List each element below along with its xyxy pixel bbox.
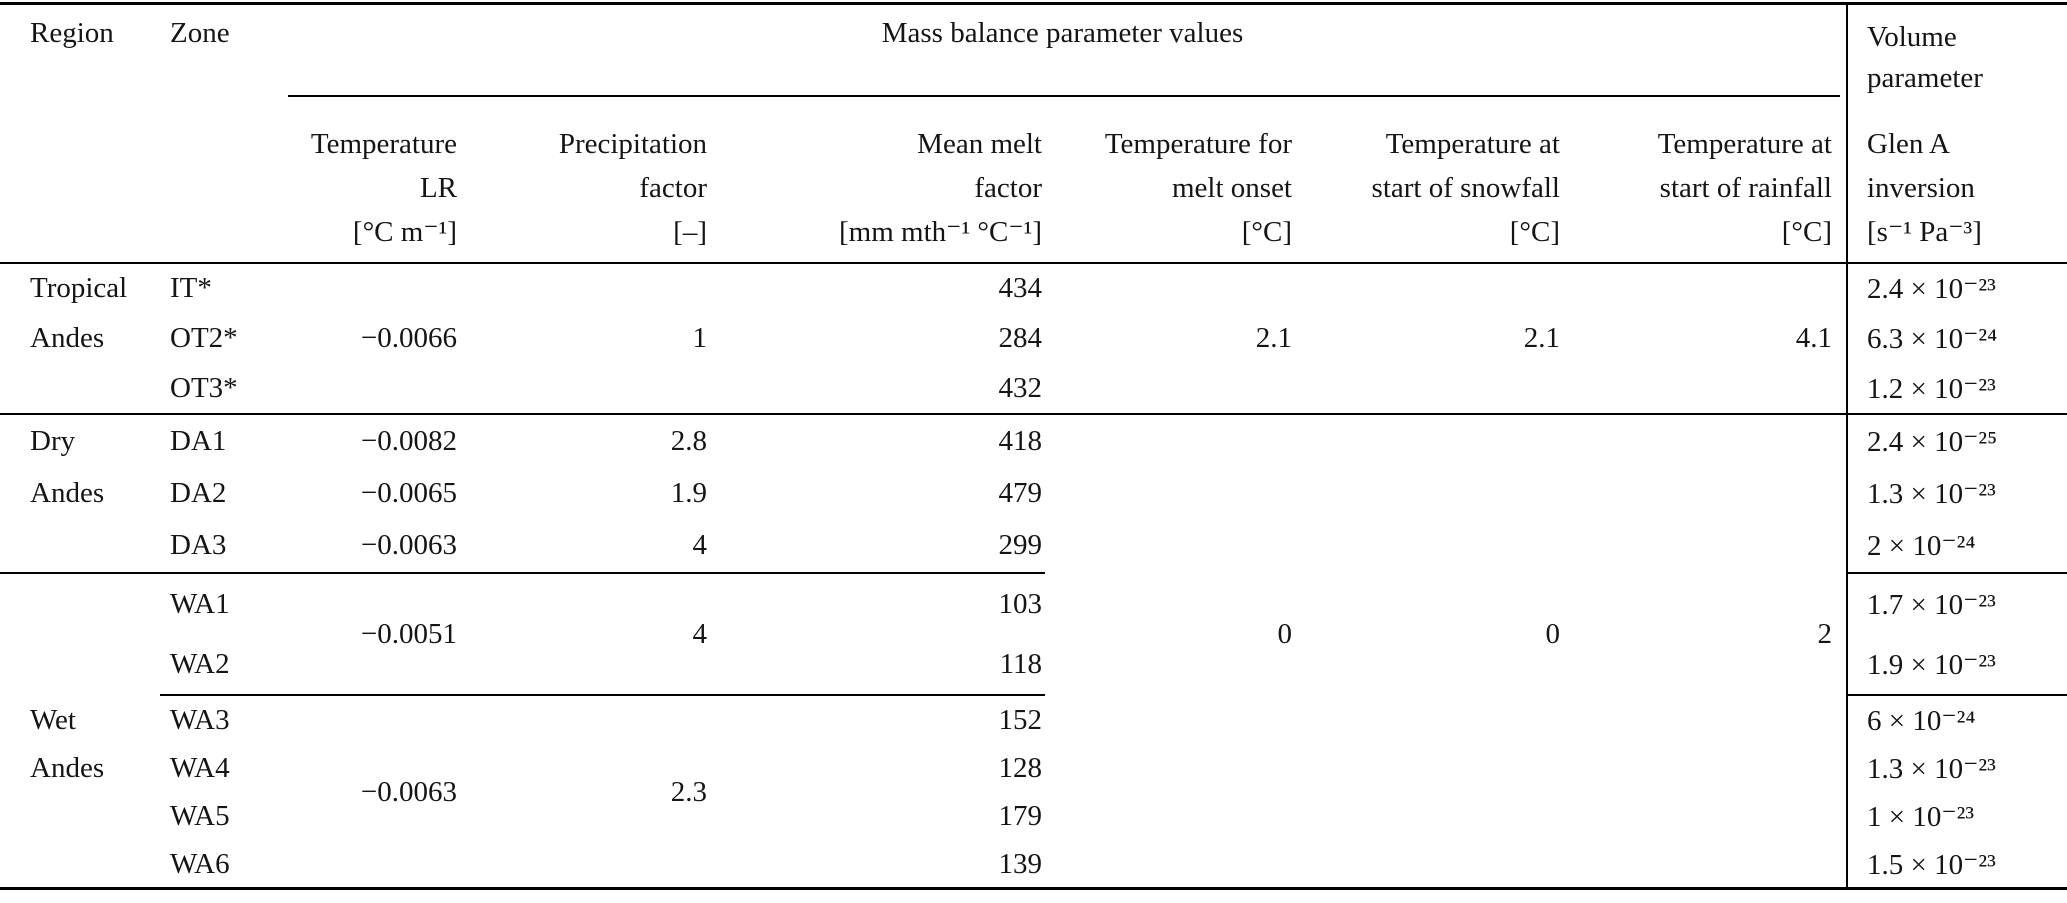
precip-factor-cell: 4	[692, 529, 708, 562]
region-label: Tropical Andes	[30, 272, 128, 354]
divider-volume-column	[1846, 2, 1848, 890]
glen-a-cell: 1.5 × 10⁻²³	[1867, 848, 1996, 881]
zone-cell: WA5	[170, 799, 230, 832]
temp-lr-cell: −0.0065	[360, 476, 457, 509]
melt-factor-cell: 103	[998, 587, 1043, 620]
glen-a-cell: 6.3 × 10⁻²⁴	[1867, 322, 1998, 355]
glen-a-cell: 1 × 10⁻²³	[1867, 800, 1975, 833]
divider-top	[0, 2, 2067, 5]
region-label: Dry Andes	[30, 425, 105, 510]
temp-lr-column-header: Temperature LR [°C m⁻¹]	[310, 128, 457, 248]
divider-wet-blocks-glen	[1847, 694, 2067, 696]
temp-melt-onset-cell: 2.1	[1255, 322, 1292, 354]
glen-a-cell: 1.7 × 10⁻²³	[1867, 588, 1996, 621]
temp-lr-cell: −0.0082	[360, 424, 457, 457]
volume-group-header: Volume parameter	[1867, 21, 1983, 94]
glen-a-cell: 1.3 × 10⁻²³	[1867, 477, 1996, 510]
glen-a-cell: 1.9 × 10⁻²³	[1867, 648, 1996, 681]
glen-a-cell: 2.4 × 10⁻²⁵	[1867, 425, 1998, 458]
glen-a-column-header: Glen A inversion [s⁻¹ Pa⁻³]	[1867, 128, 1982, 248]
temp-lr-cell: −0.0063	[360, 775, 457, 808]
zone-cell: DA2	[170, 476, 227, 509]
divider-wet-blocks	[160, 694, 1045, 696]
zone-cell: WA2	[170, 647, 230, 680]
region-column-header: Region	[30, 17, 114, 49]
divider-bottom	[0, 887, 2067, 890]
temp-rainfall-cell: 4.1	[1795, 322, 1832, 354]
temp-rainfall-cell: 2	[1817, 617, 1833, 650]
melt-factor-cell: 284	[998, 321, 1043, 354]
zone-cell: DA1	[170, 424, 227, 457]
divider-tropical-dry	[0, 413, 2067, 415]
section-dry-andes: Dry Andes DA1 DA2 DA3 −0.0082 −0.0065 −0…	[0, 415, 2067, 572]
glen-a-cell: 2 × 10⁻²⁴	[1867, 530, 1976, 563]
precip-factor-cell: 2.8	[670, 424, 707, 457]
temp-melt-onset-column-header: Temperature for melt onset [°C]	[1104, 128, 1292, 248]
melt-factor-cell: 434	[998, 272, 1043, 305]
precip-factor-cell: 1.9	[670, 476, 707, 509]
region-label: Wet Andes	[30, 704, 105, 784]
temp-lr-cell: −0.0063	[360, 529, 457, 562]
section-tropical-andes: Tropical Andes IT* OT2* OT3* −0.0066 1 4…	[0, 264, 2067, 413]
precip-factor-cell: 2.3	[670, 775, 707, 808]
zone-cell: WA1	[170, 587, 230, 620]
temp-snowfall-cell: 2.1	[1523, 322, 1560, 354]
melt-factor-cell: 179	[998, 799, 1043, 832]
precip-factor-cell: 1	[692, 322, 708, 354]
melt-factor-cell: 139	[998, 847, 1043, 880]
zone-cell: OT2*	[170, 321, 238, 354]
temp-snowfall-column-header: Temperature at start of snowfall [°C]	[1371, 128, 1560, 248]
divider-header-bottom	[0, 262, 2067, 264]
temp-snowfall-cell: 0	[1545, 617, 1561, 650]
section-wet-andes-block2: Wet Andes WA3 WA4 WA5 WA6 −0.0063 2.3 15…	[0, 696, 2067, 888]
melt-factor-cell: 299	[998, 529, 1043, 562]
table-header-groups: Region Zone Mass balance parameter value…	[0, 3, 2067, 96]
table-column-headers: Temperature LR [°C m⁻¹] Precipitation fa…	[0, 98, 2067, 262]
melt-factor-cell: 432	[998, 371, 1043, 404]
divider-mass-balance-group	[288, 95, 1840, 97]
glen-a-cell: 1.3 × 10⁻²³	[1867, 752, 1996, 785]
mass-balance-group-header: Mass balance parameter values	[881, 17, 1244, 49]
zone-cell: OT3*	[170, 371, 238, 404]
temp-melt-onset-cell: 0	[1277, 617, 1293, 650]
zone-column-header: Zone	[170, 17, 230, 49]
glen-a-cell: 2.4 × 10⁻²³	[1867, 273, 1996, 306]
zone-cell: WA6	[170, 847, 230, 880]
melt-factor-cell: 128	[998, 751, 1043, 784]
precip-factor-cell: 4	[692, 617, 708, 650]
divider-dry-wet	[0, 572, 1045, 574]
temp-lr-cell: −0.0051	[360, 617, 457, 650]
zone-cell: WA4	[170, 751, 230, 784]
precip-factor-column-header: Precipitation factor [–]	[558, 128, 707, 248]
glen-a-cell: 1.2 × 10⁻²³	[1867, 372, 1996, 405]
temp-lr-cell: −0.0066	[360, 322, 457, 354]
divider-dry-wet-glen	[1847, 572, 2067, 574]
melt-factor-cell: 152	[998, 703, 1043, 736]
zone-cell: DA3	[170, 529, 227, 562]
zone-cell: IT*	[170, 272, 212, 305]
melt-factor-cell: 418	[998, 424, 1043, 457]
zone-cell: WA3	[170, 703, 230, 736]
temp-rainfall-column-header: Temperature at start of rainfall [°C]	[1657, 128, 1832, 248]
glen-a-cell: 6 × 10⁻²⁴	[1867, 704, 1976, 737]
melt-factor-column-header: Mean melt factor [mm mth⁻¹ °C⁻¹]	[839, 128, 1042, 248]
section-wet-andes-block1: WA1 WA2 −0.0051 4 103 118 1.7 × 10⁻²³ 1.…	[0, 574, 2067, 694]
melt-factor-cell: 479	[998, 476, 1043, 509]
melt-factor-cell: 118	[999, 647, 1042, 680]
